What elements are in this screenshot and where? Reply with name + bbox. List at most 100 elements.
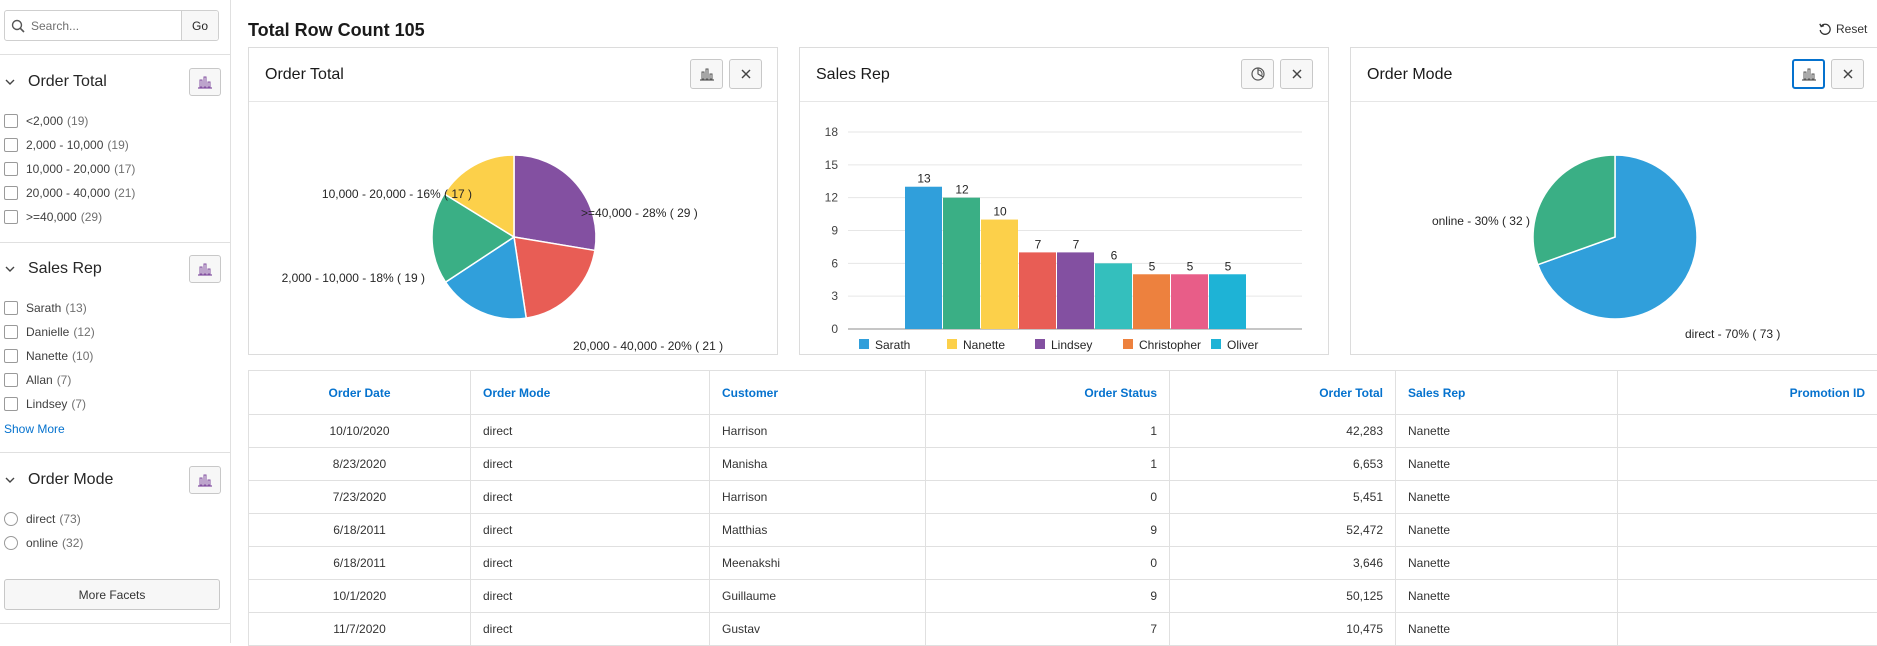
faceted-search-sidebar: Go Order Total <2,000(19) 2,000 - 10,000… (0, 0, 231, 643)
facet-option[interactable]: 20,000 - 40,000(21) (4, 184, 135, 202)
cell-sales-rep: Nanette (1396, 580, 1618, 613)
radio-button[interactable] (4, 536, 18, 550)
column-header-order-mode[interactable]: Order Mode (471, 371, 710, 415)
checkbox[interactable] (4, 325, 18, 339)
cell-customer: Harrison (710, 415, 926, 448)
checkbox[interactable] (4, 210, 18, 224)
pie-slice (514, 155, 596, 250)
facet-option[interactable]: 10,000 - 20,000(17) (4, 160, 135, 178)
column-header-order-total[interactable]: Order Total (1170, 371, 1396, 415)
facet-option[interactable]: Allan(7) (4, 371, 71, 389)
chart-card-order-mode: Order Mode direct - 70% ( 73 )online - 3… (1350, 47, 1877, 355)
checkbox[interactable] (4, 186, 18, 200)
checkbox[interactable] (4, 373, 18, 387)
option-count: (7) (71, 397, 86, 411)
legend-swatch (947, 339, 957, 349)
cell-promotion-id (1618, 547, 1877, 580)
show-chart-button[interactable] (189, 255, 221, 283)
cell-sales-rep: Nanette (1396, 481, 1618, 514)
show-more-link[interactable]: Show More (4, 422, 65, 436)
y-tick-label: 12 (825, 191, 839, 205)
search-input[interactable] (31, 11, 181, 40)
cell-order-status: 1 (926, 415, 1170, 448)
facet-option[interactable]: Danielle(12) (4, 323, 95, 341)
bar (943, 198, 980, 329)
show-chart-button[interactable] (189, 68, 221, 96)
column-header-promotion-id[interactable]: Promotion ID (1618, 371, 1877, 415)
bar (981, 220, 1018, 329)
checkbox[interactable] (4, 138, 18, 152)
facet-header-order-total[interactable]: Order Total (4, 67, 221, 97)
checkbox[interactable] (4, 114, 18, 128)
chevron-down-icon[interactable] (4, 76, 24, 88)
facet-option[interactable]: >=40,000(29) (4, 208, 102, 226)
legend-swatch (1035, 339, 1045, 349)
show-chart-button[interactable] (189, 466, 221, 494)
bar-value-label: 13 (917, 172, 931, 186)
checkbox[interactable] (4, 349, 18, 363)
card-title: Order Total (265, 66, 344, 84)
facet-option[interactable]: 2,000 - 10,000(19) (4, 136, 129, 154)
reset-button[interactable]: Reset (1818, 22, 1867, 36)
cell-promotion-id (1618, 514, 1877, 547)
cell-order-total: 52,472 (1170, 514, 1396, 547)
radio-button[interactable] (4, 512, 18, 526)
chevron-down-icon[interactable] (4, 474, 24, 486)
chevron-down-icon[interactable] (4, 263, 24, 275)
bar-chart-icon (197, 75, 213, 89)
chart-type-button[interactable] (1792, 59, 1825, 89)
facet-title: Order Mode (28, 471, 189, 489)
column-header-customer[interactable]: Customer (710, 371, 926, 415)
bar (1019, 252, 1056, 329)
option-count: (29) (81, 210, 102, 224)
checkbox[interactable] (4, 301, 18, 315)
bar (1095, 263, 1132, 329)
column-header-order-date[interactable]: Order Date (249, 371, 471, 415)
column-header-order-status[interactable]: Order Status (926, 371, 1170, 415)
go-button[interactable]: Go (181, 11, 218, 40)
close-chart-button[interactable] (1280, 59, 1313, 89)
facet-header-order-mode[interactable]: Order Mode (4, 465, 221, 495)
y-tick-label: 0 (831, 322, 838, 336)
results-table: Order Date Order Mode Customer Order Sta… (248, 370, 1877, 646)
facet-option[interactable]: Sarath(13) (4, 299, 87, 317)
facet-option[interactable]: online (32) (4, 534, 83, 552)
close-icon (1842, 68, 1854, 80)
y-tick-label: 18 (825, 125, 839, 139)
chart-type-button[interactable] (1241, 59, 1274, 89)
cell-order-date: 6/18/2011 (249, 514, 471, 547)
legend-label: Oliver (1227, 338, 1258, 352)
divider (0, 452, 231, 453)
slice-label: 2,000 - 10,000 - 18% ( 19 ) (282, 271, 425, 285)
divider (0, 54, 231, 55)
close-chart-button[interactable] (729, 59, 762, 89)
facet-header-sales-rep[interactable]: Sales Rep (4, 254, 221, 284)
bar-value-label: 10 (993, 205, 1007, 219)
checkbox[interactable] (4, 162, 18, 176)
column-header-sales-rep[interactable]: Sales Rep (1396, 371, 1618, 415)
chart-type-button[interactable] (690, 59, 723, 89)
y-tick-label: 9 (831, 224, 838, 238)
facet-option[interactable]: Lindsey(7) (4, 395, 86, 413)
cell-promotion-id (1618, 613, 1877, 646)
legend-label: Sarath (875, 338, 910, 352)
option-label: online (26, 536, 58, 550)
more-facets-button[interactable]: More Facets (4, 579, 220, 610)
option-label: Sarath (26, 301, 61, 315)
close-chart-button[interactable] (1831, 59, 1864, 89)
facet-option[interactable]: direct(73) (4, 510, 81, 528)
option-count: (32) (62, 536, 83, 550)
checkbox[interactable] (4, 397, 18, 411)
option-count: (10) (72, 349, 93, 363)
facet-option[interactable]: <2,000(19) (4, 112, 88, 130)
slice-label: 20,000 - 40,000 - 20% ( 21 ) (573, 339, 723, 353)
facet-option[interactable]: Nanette(10) (4, 347, 93, 365)
